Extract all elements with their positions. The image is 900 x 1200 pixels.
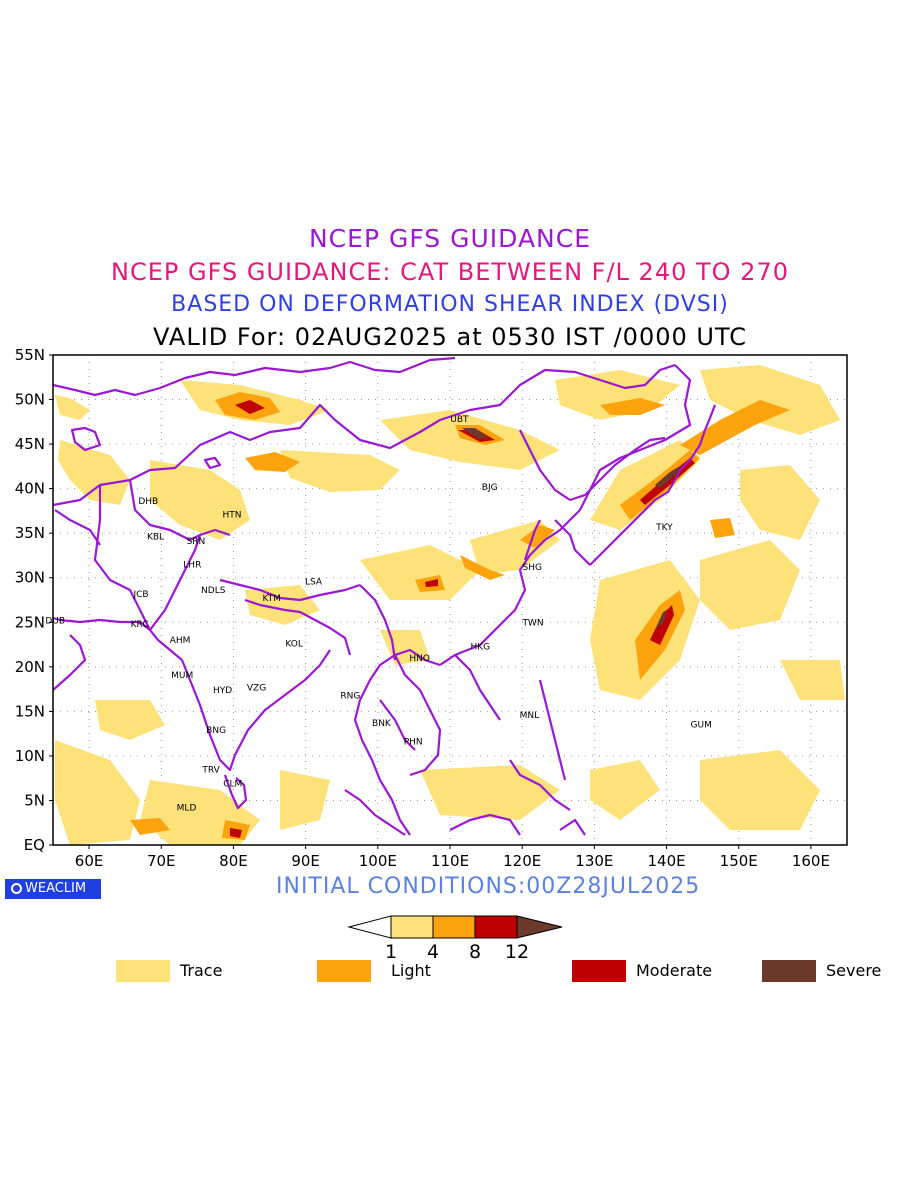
station-label: BJG bbox=[482, 483, 498, 493]
station-label: KBL bbox=[147, 533, 164, 543]
station-label: CLM bbox=[223, 780, 242, 790]
initial-conditions: INITIAL CONDITIONS:00Z28JUL2025 bbox=[276, 874, 701, 899]
station-labels: UBT BJG DHB HTN KBL SRN TKY LHR LSA SHG JCB NDLS KTM… bbox=[45, 415, 712, 813]
legend-label: Moderate bbox=[636, 961, 713, 980]
lat-tick-label: 25N bbox=[15, 613, 45, 631]
station-label: HKG bbox=[470, 642, 490, 652]
colorbar-tick: 12 bbox=[505, 941, 529, 963]
station-label: MUM bbox=[171, 671, 193, 681]
lon-tick-label: 60E bbox=[75, 852, 104, 870]
station-label: PHN bbox=[404, 738, 423, 748]
cat-severe-areas bbox=[462, 428, 680, 630]
lat-tick-label: 5N bbox=[24, 791, 45, 809]
colorbar-tick: 4 bbox=[427, 941, 439, 963]
lon-tick-label: 70E bbox=[147, 852, 176, 870]
station-label: MNL bbox=[520, 711, 540, 721]
boundaries bbox=[53, 356, 717, 836]
lon-tick-label: 150E bbox=[720, 852, 758, 870]
weaclim-logo: WEACLIM bbox=[5, 879, 101, 899]
station-label: SRN bbox=[187, 537, 206, 547]
colorbar-segment-light bbox=[432, 915, 476, 939]
legend-label: Severe bbox=[826, 961, 882, 980]
main-title: NCEP GFS GUIDANCE bbox=[308, 224, 591, 253]
lon-tick-label: 90E bbox=[291, 852, 320, 870]
lat-tick-label: 15N bbox=[15, 702, 45, 720]
lon-tick-label: 110E bbox=[431, 852, 469, 870]
station-label: GUM bbox=[691, 721, 712, 731]
lon-tick-label: 100E bbox=[359, 852, 397, 870]
subtitle-index: BASED ON DEFORMATION SHEAR INDEX (DVSI) bbox=[171, 292, 729, 317]
colorbar: 1 4 8 12 bbox=[347, 915, 563, 963]
lat-tick-label: 45N bbox=[15, 435, 45, 453]
lon-tick-label: 130E bbox=[575, 852, 613, 870]
station-label: DUB bbox=[45, 616, 65, 626]
lon-tick-label: 160E bbox=[792, 852, 830, 870]
colorbar-segment-moderate bbox=[474, 915, 518, 939]
colorbar-high-triangle bbox=[516, 915, 563, 939]
legend-swatch bbox=[762, 960, 816, 982]
lon-tick-label: 80E bbox=[219, 852, 248, 870]
copyright-icon bbox=[11, 883, 22, 894]
station-label: HTN bbox=[223, 510, 242, 520]
station-label: TKY bbox=[655, 523, 673, 533]
station-label: LSA bbox=[305, 577, 323, 587]
station-label: BNG bbox=[206, 726, 226, 736]
station-label: AHM bbox=[170, 636, 191, 646]
station-label: JCB bbox=[132, 590, 148, 600]
lat-tick-label: 50N bbox=[15, 391, 45, 409]
lat-tick-label: 40N bbox=[15, 480, 45, 498]
station-label: MLD bbox=[177, 804, 197, 814]
legend-swatch bbox=[317, 960, 371, 982]
station-label: RNG bbox=[340, 691, 360, 701]
station-label: HNO bbox=[409, 654, 430, 664]
station-label: NDLS bbox=[201, 586, 226, 596]
station-label: KTM bbox=[262, 594, 280, 604]
colorbar-tick: 8 bbox=[469, 941, 481, 963]
station-label: KOL bbox=[285, 640, 303, 650]
colorbar-low-triangle bbox=[347, 915, 392, 939]
legend-label: Trace bbox=[180, 961, 223, 980]
station-label: UBT bbox=[450, 415, 469, 425]
map-area: 55N 50N 45N 40N 35N 30N 25N 20N 15N 10N 5N EQ 60E 70… bbox=[15, 346, 848, 870]
lat-tick-label: 10N bbox=[15, 747, 45, 765]
station-label: BNK bbox=[372, 719, 392, 729]
valid-time: VALID For: 02AUG2025 at 0530 IST /0000 U… bbox=[153, 323, 747, 351]
latitude-labels: 55N 50N 45N 40N 35N 30N 25N 20N 15N 10N 5N EQ bbox=[15, 346, 53, 854]
brand-label: WEACLIM bbox=[25, 881, 87, 896]
lat-tick-label: EQ bbox=[24, 836, 45, 854]
lat-tick-label: 35N bbox=[15, 524, 45, 542]
legend-swatch bbox=[572, 960, 626, 982]
station-label: KRC bbox=[131, 620, 149, 630]
station-label: VZG bbox=[247, 683, 266, 693]
colorbar-segment-trace bbox=[390, 915, 434, 939]
lon-tick-label: 120E bbox=[503, 852, 541, 870]
lat-tick-label: 55N bbox=[15, 346, 45, 364]
station-label: SHG bbox=[523, 563, 542, 573]
legend-swatch bbox=[116, 960, 170, 982]
subtitle-cat: NCEP GFS GUIDANCE: CAT BETWEEN F/L 240 T… bbox=[111, 258, 789, 286]
station-label: TRV bbox=[201, 765, 220, 775]
lat-tick-label: 20N bbox=[15, 658, 45, 676]
longitude-labels: 60E 70E 80E 90E 100E 110E 120E 130E 140E 150E 160E bbox=[75, 845, 830, 870]
colorbar-tick: 1 bbox=[385, 941, 397, 963]
lat-tick-label: 30N bbox=[15, 569, 45, 587]
station-label: HYD bbox=[213, 686, 232, 696]
legend-label: Light bbox=[391, 961, 431, 980]
station-label: LHR bbox=[183, 560, 201, 570]
station-label: DHB bbox=[138, 497, 158, 507]
station-label: TWN bbox=[521, 618, 543, 628]
lon-tick-label: 140E bbox=[647, 852, 685, 870]
